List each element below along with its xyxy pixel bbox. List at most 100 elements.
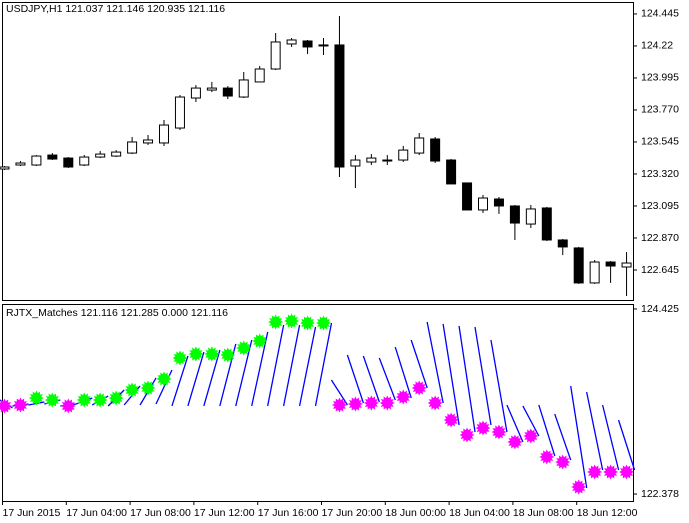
candle-body bbox=[31, 155, 42, 166]
x-tick-label: 17 Jun 16:00 bbox=[258, 507, 319, 519]
indicator-marker bbox=[411, 380, 427, 396]
indicator-marker bbox=[172, 350, 188, 366]
indicator-marker bbox=[140, 380, 156, 396]
price-title: USDJPY,H1 121.037 121.146 120.935 121.11… bbox=[6, 3, 225, 15]
indicator-marker bbox=[108, 390, 124, 406]
x-tick-label: 17 Jun 12:00 bbox=[194, 507, 255, 519]
candle-body bbox=[286, 39, 297, 45]
candle-body bbox=[238, 79, 249, 98]
y-tick-label: 122.870 bbox=[641, 232, 679, 244]
candle-body bbox=[159, 124, 169, 144]
candle-body bbox=[127, 141, 138, 154]
indicator-marker bbox=[539, 449, 555, 465]
indicator-marker bbox=[363, 395, 379, 411]
candle-body bbox=[478, 197, 488, 211]
price-panel bbox=[2, 2, 634, 301]
x-tick-label: 17 Jun 08:00 bbox=[130, 507, 191, 519]
candle-body bbox=[605, 261, 616, 267]
y-tick-label: 122.378 bbox=[641, 488, 679, 500]
candle-body bbox=[541, 207, 552, 241]
indicator-line bbox=[267, 324, 285, 407]
indicator-marker bbox=[459, 427, 475, 443]
indicator-marker bbox=[507, 434, 523, 450]
indicator-line bbox=[394, 346, 412, 399]
indicator-marker bbox=[284, 313, 300, 329]
indicator-marker bbox=[555, 454, 571, 470]
indicator-line bbox=[362, 355, 380, 403]
indicator-line bbox=[346, 354, 365, 404]
candle-body bbox=[525, 208, 536, 225]
candle-body bbox=[350, 159, 361, 167]
indicator-marker bbox=[347, 396, 363, 412]
indicator-line bbox=[410, 339, 428, 389]
indicator-marker bbox=[0, 398, 12, 414]
indicator-marker bbox=[236, 340, 252, 356]
candle-body bbox=[462, 182, 473, 211]
indicator-line bbox=[282, 324, 301, 407]
indicator-line bbox=[554, 413, 572, 461]
indicator-line bbox=[522, 405, 540, 437]
indicator-marker bbox=[252, 333, 268, 349]
candle-body bbox=[334, 44, 345, 168]
y-tick-label: 124.425 bbox=[641, 303, 679, 315]
indicator-line bbox=[474, 326, 492, 426]
y-tick-label: 123.095 bbox=[641, 200, 679, 212]
indicator-marker bbox=[268, 314, 284, 330]
candle-body bbox=[430, 138, 441, 162]
indicator-marker bbox=[331, 397, 347, 413]
candle-body bbox=[143, 139, 154, 144]
y-tick-label: 123.995 bbox=[641, 72, 679, 84]
x-tick-label: 17 Jun 20:00 bbox=[322, 507, 383, 519]
indicator-line bbox=[171, 355, 189, 407]
candle-body bbox=[414, 137, 425, 154]
indicator-line bbox=[298, 326, 317, 407]
candle-body bbox=[47, 154, 58, 160]
x-tick-label: 18 Jun 12:00 bbox=[577, 507, 638, 519]
candle-body bbox=[79, 156, 90, 166]
x-tick-label: 17 Jun 2015 bbox=[3, 507, 61, 519]
indicator-line bbox=[378, 357, 396, 401]
candle-body bbox=[557, 239, 568, 248]
candle-body bbox=[573, 247, 584, 284]
indicator-marker bbox=[60, 398, 76, 414]
candle-body bbox=[589, 261, 600, 284]
indicator-marker bbox=[188, 346, 204, 362]
indicator-marker bbox=[571, 479, 587, 495]
candle-body bbox=[15, 162, 26, 166]
candle-body bbox=[63, 157, 74, 168]
candle-body bbox=[493, 198, 504, 207]
candle-body bbox=[174, 96, 185, 129]
indicator-line bbox=[442, 323, 460, 426]
indicator-marker bbox=[156, 371, 172, 387]
candle-body bbox=[318, 44, 329, 47]
indicator-line bbox=[601, 404, 620, 471]
candle-body bbox=[366, 157, 377, 163]
indicator-line bbox=[586, 391, 604, 471]
indicator-marker bbox=[587, 464, 603, 480]
candle-body bbox=[621, 262, 632, 268]
indicator-line bbox=[617, 419, 636, 471]
indicator-line bbox=[314, 322, 333, 407]
indicator-marker bbox=[300, 315, 316, 331]
indicator-line bbox=[330, 379, 348, 406]
y-tick-label: 123.770 bbox=[641, 104, 679, 116]
indicator-line bbox=[187, 351, 205, 407]
indicator-marker bbox=[12, 397, 28, 413]
candle-body bbox=[0, 166, 10, 170]
indicator-line bbox=[426, 321, 444, 404]
indicator-marker bbox=[427, 395, 443, 411]
indicator-marker bbox=[316, 315, 331, 331]
x-tick-label: 17 Jun 04:00 bbox=[66, 507, 127, 519]
candle-body bbox=[302, 40, 313, 48]
indicator-marker bbox=[603, 464, 619, 480]
indicator-marker bbox=[92, 392, 108, 408]
indicator-marker bbox=[220, 347, 236, 363]
indicator-marker bbox=[523, 428, 539, 444]
candle-body bbox=[95, 153, 106, 158]
indicator-line bbox=[506, 404, 524, 443]
indicator-marker bbox=[204, 346, 220, 362]
indicator-marker bbox=[491, 424, 507, 440]
candle-body bbox=[222, 87, 233, 97]
candle-body bbox=[190, 87, 201, 99]
